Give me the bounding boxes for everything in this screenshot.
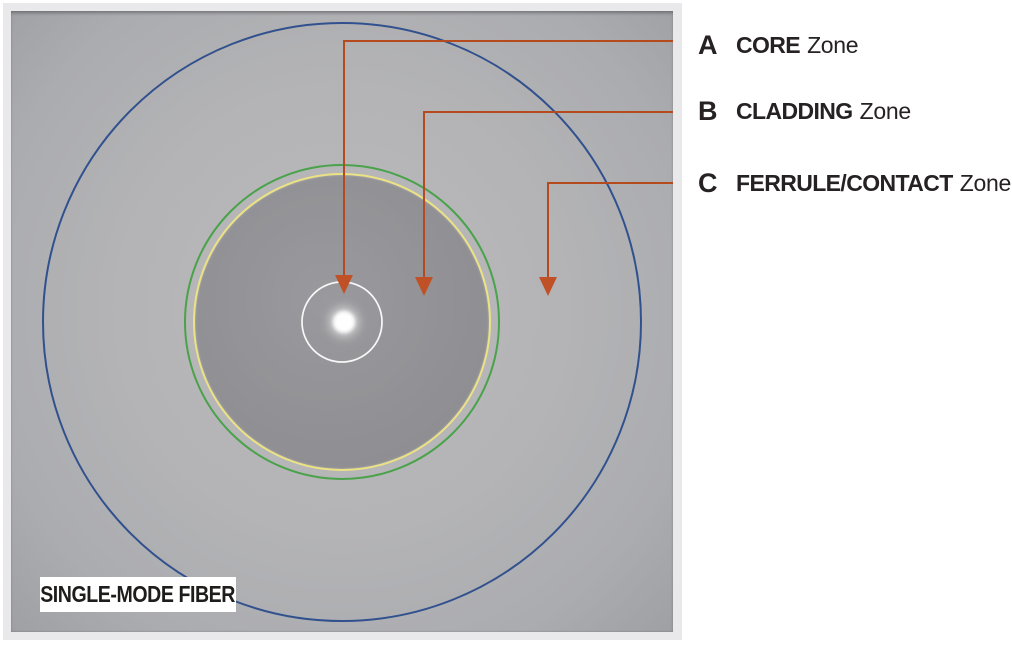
- ferrule-contact-zone-circle: [42, 22, 642, 622]
- zone-letter-c: C: [698, 167, 718, 198]
- legend-item-core-zone: A CORE Zone: [698, 29, 859, 61]
- zone-letter-a: A: [698, 29, 718, 60]
- legend-item-cladding-zone: B CLADDING Zone: [698, 95, 911, 127]
- zone-suffix-core: Zone: [807, 31, 859, 58]
- zone-name-cladding: CLADDING: [736, 97, 853, 124]
- zone-suffix-ferrule-contact: Zone: [959, 169, 1012, 196]
- pointer-ferrule-arrowhead-icon: [539, 277, 557, 296]
- pointer-core: [335, 40, 673, 294]
- figure-frame: SINGLE-MODE FIBER: [3, 3, 682, 640]
- zone-name-ferrule-contact: FERRULE/CONTACT: [736, 169, 953, 196]
- legend-item-ferrule-contact-zone: C FERRULE/CONTACT Zone: [698, 167, 1011, 199]
- pointer-ferrule-line: [547, 182, 673, 277]
- pointer-core-arrowhead-icon: [335, 275, 353, 294]
- cladding-zone-outer-circle: [184, 164, 500, 480]
- fiber-endface-photo: SINGLE-MODE FIBER: [11, 11, 673, 632]
- fiber-core-dot: [333, 311, 355, 333]
- pointer-cladding-line: [423, 111, 673, 277]
- fiber-type-caption-box: SINGLE-MODE FIBER: [40, 577, 236, 612]
- pointer-cladding: [415, 111, 673, 296]
- pointer-core-line: [343, 40, 673, 275]
- pointer-ferrule: [539, 182, 673, 296]
- fiber-type-caption: SINGLE-MODE FIBER: [40, 581, 236, 607]
- zone-name-core: CORE: [736, 31, 801, 58]
- zone-letter-b: B: [698, 95, 718, 126]
- zone-suffix-cladding: Zone: [859, 97, 912, 124]
- cladding-zone-inner-circle: [193, 173, 491, 471]
- zone-overlay: [42, 22, 673, 622]
- pointer-cladding-arrowhead-icon: [415, 277, 433, 296]
